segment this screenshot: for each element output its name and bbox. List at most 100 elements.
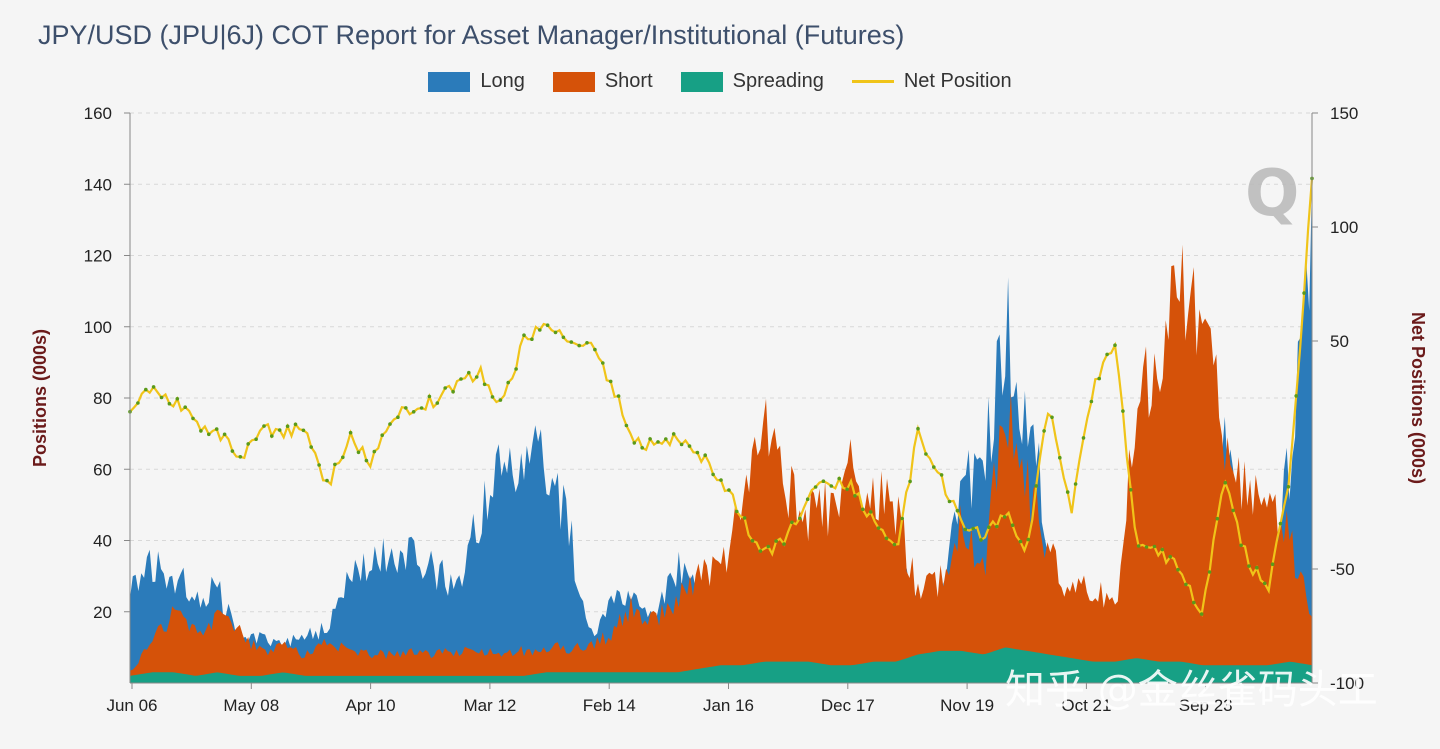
net-position-point-124: [616, 394, 621, 398]
net-position-point-140: [679, 442, 684, 447]
net-position-point-82: [451, 389, 455, 394]
net-position-point-236: [1058, 455, 1062, 460]
net-position-point-56: [348, 430, 353, 435]
net-position-point-28: [238, 455, 243, 459]
net-position-point-50: [325, 478, 329, 483]
net-position-point-292: [1278, 521, 1283, 526]
net-position-point-26: [230, 449, 235, 453]
watermark-logo: Q: [1245, 157, 1299, 231]
net-position-point-280: [1231, 508, 1235, 513]
net-position-point-246: [1097, 376, 1101, 381]
net-position-point-36: [270, 434, 274, 438]
legend-swatch-long: [428, 71, 471, 92]
net-position-point-150: [719, 478, 723, 482]
net-position-point-78: [435, 401, 440, 405]
net-position-point-84: [459, 377, 463, 381]
net-position-point-200: [916, 426, 920, 431]
legend-item-long[interactable]: Long: [428, 70, 525, 93]
series-net-position: [128, 176, 1314, 617]
legend-item-net-position[interactable]: Net Position: [851, 70, 1012, 93]
net-position-point-98: [514, 367, 518, 371]
net-position-point-252: [1121, 409, 1125, 413]
net-position-point-118: [593, 347, 597, 352]
net-position-point-154: [735, 509, 739, 514]
legend-label-short: Short: [604, 70, 653, 92]
net-position-point-214: [971, 526, 975, 531]
net-position-point-272: [1199, 612, 1204, 616]
legend-item-spreading[interactable]: Spreading: [680, 70, 824, 93]
x-tick-label-6: Dec 17: [821, 696, 875, 715]
y2-tick-label-2: 50: [1330, 332, 1349, 351]
net-position-point-132: [648, 437, 652, 441]
net-position-point-170: [798, 516, 802, 521]
net-position-point-54: [341, 455, 345, 460]
y2-tick-label-4: 150: [1330, 104, 1358, 123]
x-tick-label-4: Feb 14: [583, 696, 636, 715]
net-position-point-276: [1215, 516, 1220, 521]
legend: Long Short Spreading Net Position: [0, 70, 1440, 93]
chart-title: JPY/USD (JPU|6J) COT Report for Asset Ma…: [38, 20, 905, 50]
net-position-point-240: [1073, 482, 1078, 486]
net-position-point-110: [561, 335, 566, 340]
x-tick-label-5: Jan 16: [703, 696, 754, 715]
net-position-point-120: [601, 361, 605, 365]
legend-swatch-short: [552, 71, 595, 92]
net-position-point-222: [1002, 515, 1007, 519]
net-position-point-268: [1184, 582, 1188, 587]
net-position-point-224: [1010, 523, 1015, 527]
x-tick-label-9: Sep 23: [1179, 696, 1233, 715]
series-short: [130, 244, 1312, 683]
net-position-point-122: [608, 379, 613, 384]
net-position-point-68: [396, 415, 400, 420]
net-position-point-42: [293, 422, 298, 427]
net-position-point-156: [742, 516, 747, 520]
net-position-point-158: [750, 538, 755, 543]
x-tick-label-3: Mar 12: [463, 696, 516, 715]
net-position-point-248: [1105, 352, 1109, 357]
net-position-point-244: [1089, 399, 1094, 404]
net-position-point-254: [1129, 488, 1133, 492]
net-position-point-80: [443, 386, 448, 390]
net-position-point-2: [136, 401, 140, 405]
net-position-point-62: [372, 449, 377, 454]
net-position-point-104: [538, 328, 542, 332]
net-position-point-112: [569, 340, 574, 344]
net-position-point-106: [545, 323, 550, 328]
net-position-point-166: [782, 542, 786, 546]
net-position-point-298: [1302, 291, 1306, 295]
net-position-point-142: [687, 444, 692, 448]
net-position-point-188: [868, 510, 873, 514]
y-tick-label-4: 100: [84, 318, 112, 337]
net-position-point-6: [151, 385, 156, 389]
net-position-point-126: [624, 423, 629, 428]
net-position-point-16: [191, 416, 195, 421]
net-position-point-296: [1294, 394, 1298, 398]
net-position-point-66: [388, 422, 392, 426]
net-position-point-274: [1207, 570, 1212, 574]
net-position-point-262: [1160, 547, 1165, 552]
legend-swatch-net-position: [851, 80, 894, 83]
net-position-point-186: [861, 507, 865, 512]
y2-tick-label-0: -100: [1330, 674, 1364, 693]
net-position-point-278: [1223, 480, 1228, 485]
net-position-point-96: [506, 380, 511, 385]
net-position-point-102: [530, 337, 534, 342]
net-position-point-282: [1239, 543, 1243, 548]
legend-item-short[interactable]: Short: [552, 70, 653, 93]
net-position-point-48: [317, 463, 321, 467]
net-position-point-250: [1113, 343, 1117, 348]
net-position-point-168: [790, 520, 794, 525]
x-tick-label-2: Apr 10: [346, 696, 396, 715]
net-position-point-238: [1065, 490, 1070, 494]
net-position-point-20: [207, 432, 211, 437]
net-position-point-90: [482, 382, 487, 387]
net-position-point-138: [671, 432, 676, 436]
net-position-point-264: [1168, 554, 1172, 559]
net-position-point-60: [364, 458, 369, 463]
legend-swatch-spreading: [680, 71, 723, 92]
net-position-point-258: [1144, 545, 1149, 549]
net-position-point-228: [1026, 537, 1031, 542]
net-position-point-164: [774, 539, 778, 543]
net-position-point-146: [703, 453, 707, 458]
net-position-point-230: [1034, 484, 1038, 488]
